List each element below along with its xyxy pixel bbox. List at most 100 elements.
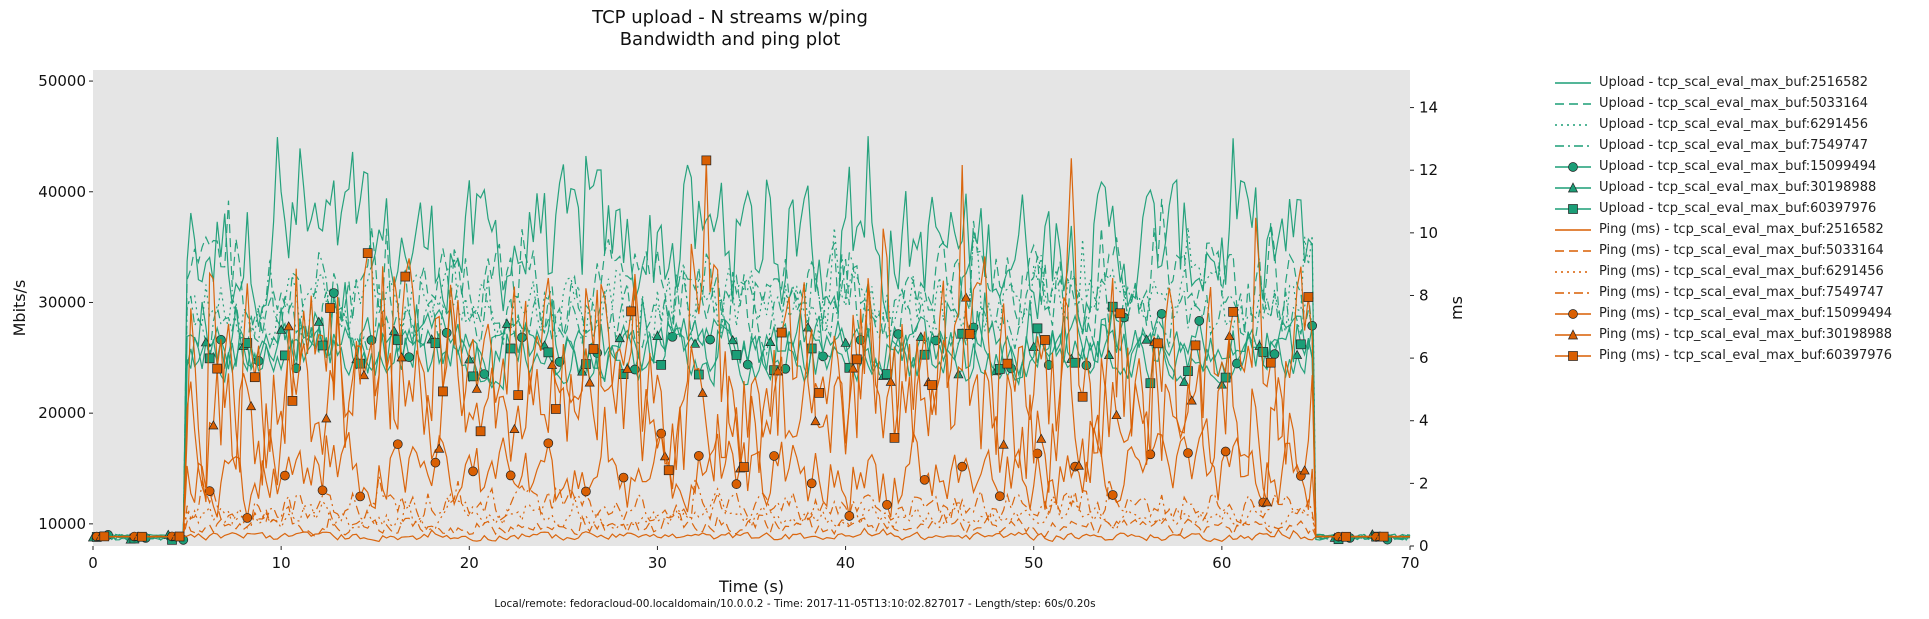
legend-label: Ping (ms) - tcp_scal_eval_max_buf:301989… <box>1599 327 1893 342</box>
series-12-marker-21 <box>844 511 855 521</box>
series-14-marker-14 <box>588 344 599 354</box>
series-13-marker-30 <box>1186 395 1197 405</box>
series-14-marker-20 <box>814 388 825 398</box>
series-14-marker-25 <box>1002 358 1013 369</box>
series-13-marker-28 <box>1111 409 1122 420</box>
legend-label: Upload - tcp_scal_eval_max_buf:7549747 <box>1599 138 1868 153</box>
series-13-marker-9 <box>396 352 407 362</box>
series-5-marker-32 <box>1269 349 1280 359</box>
y-left-tick-label: 40000 <box>38 183 86 201</box>
series-13-marker-32 <box>1261 497 1273 507</box>
series-13-marker-12 <box>509 423 520 433</box>
legend-swatch <box>1555 123 1591 126</box>
series-6-marker-18 <box>727 334 738 345</box>
series-6-marker-21 <box>840 337 851 347</box>
series-13-marker-8 <box>358 370 370 380</box>
series-12-marker-15 <box>618 472 629 483</box>
series-13-marker-5 <box>245 400 257 411</box>
y-right-tick-label: 8 <box>1419 286 1429 304</box>
series-14-marker-4 <box>212 363 223 374</box>
series-7-marker-9 <box>392 335 403 345</box>
series-7-marker-33 <box>1296 339 1306 350</box>
series-5-marker-7 <box>328 288 339 298</box>
series-5-marker-9 <box>404 352 414 363</box>
legend-entry: Ping (ms) - tcp_scal_eval_max_buf:754974… <box>1555 282 1892 303</box>
y-right-tick-label: 6 <box>1419 349 1429 367</box>
series-12-marker-6 <box>280 470 290 481</box>
series-13-marker-17 <box>697 387 708 397</box>
x-tick-label: 0 <box>88 554 98 572</box>
series-6-marker-15 <box>614 332 625 343</box>
legend-swatch <box>1555 161 1591 172</box>
series-5-marker-29 <box>1156 308 1167 319</box>
legend-label: Upload - tcp_scal_eval_max_buf:30198988 <box>1599 180 1877 195</box>
legend-swatch <box>1555 308 1591 319</box>
series-13-marker-10 <box>434 443 445 453</box>
legend-entry: Ping (ms) - tcp_scal_eval_max_buf:251658… <box>1555 219 1892 240</box>
series-14-marker-28 <box>1115 308 1126 319</box>
series-line-14 <box>92 158 1411 538</box>
series-6-marker-17 <box>689 338 701 348</box>
series-13-marker-7 <box>321 413 332 423</box>
series-13-marker-4 <box>208 420 219 430</box>
legend-entry: Ping (ms) - tcp_scal_eval_max_buf:503316… <box>1555 240 1892 261</box>
series-6-marker-9 <box>388 325 400 335</box>
series-6-marker-11 <box>464 354 475 364</box>
legend-swatch-marker <box>1568 350 1578 361</box>
series-14-marker-31 <box>1228 306 1238 317</box>
y-left-axis-label: Mbits/s <box>10 280 29 337</box>
series-14-marker-21 <box>852 354 862 365</box>
series-7-marker-5 <box>242 338 253 348</box>
series-12-marker-10 <box>430 457 441 468</box>
series-14-marker-8 <box>362 248 373 258</box>
series-14-marker-26 <box>1040 335 1050 345</box>
y-right-tick-label: 14 <box>1419 99 1438 117</box>
legend-swatch <box>1555 102 1591 105</box>
series-13-marker-6 <box>283 321 294 331</box>
legend-label: Upload - tcp_scal_eval_max_buf:2516582 <box>1599 75 1868 90</box>
series-6-marker-30 <box>1179 376 1190 386</box>
series-14-marker-34 <box>1341 531 1351 542</box>
legend-entry: Upload - tcp_scal_eval_max_buf:7549747 <box>1555 135 1892 156</box>
series-12-marker-9 <box>392 439 403 450</box>
series-12-marker-25 <box>994 491 1005 502</box>
series-6-marker-23 <box>915 331 926 341</box>
series-14-marker-3 <box>174 531 185 542</box>
legend-entry: Ping (ms) - tcp_scal_eval_max_buf:301989… <box>1555 324 1892 345</box>
series-7-marker-25 <box>994 364 1005 374</box>
legend-swatch <box>1555 291 1591 294</box>
series-13-marker-15 <box>622 363 633 373</box>
series-14-marker-30 <box>1190 340 1201 351</box>
series-14-marker-10 <box>438 386 448 397</box>
series-14-marker-32 <box>1265 357 1276 368</box>
legend-entry: Ping (ms) - tcp_scal_eval_max_buf:629145… <box>1555 261 1892 282</box>
footer-info: Local/remote: fedoracloud-00.localdomain… <box>494 598 1096 610</box>
series-12-marker-20 <box>806 478 817 489</box>
series-line-11 <box>92 475 1411 538</box>
series-14-marker-11 <box>475 426 486 437</box>
series-13-marker-26 <box>1036 433 1047 443</box>
series-line-6 <box>92 299 1411 541</box>
series-12-marker-23 <box>919 474 930 485</box>
series-14-marker-5 <box>249 372 260 383</box>
series-7-marker-7 <box>317 340 328 351</box>
series-6-marker-33 <box>1292 349 1303 359</box>
legend-entry: Ping (ms) - tcp_scal_eval_max_buf:150994… <box>1555 303 1892 324</box>
series-12-marker-11 <box>468 466 478 477</box>
series-line-5 <box>92 262 1411 542</box>
series-12-marker-18 <box>731 479 742 489</box>
series-14-marker-2 <box>137 531 147 542</box>
y-right-tick-label: 2 <box>1419 474 1429 492</box>
legend-label: Ping (ms) - tcp_scal_eval_max_buf:754974… <box>1599 285 1884 300</box>
series-6-marker-26 <box>1028 341 1039 351</box>
series-7-marker-14 <box>581 359 591 369</box>
series-line-4 <box>92 252 1411 541</box>
legend-label: Upload - tcp_scal_eval_max_buf:15099494 <box>1599 159 1877 174</box>
legend-swatch <box>1555 350 1591 361</box>
series-5-marker-33 <box>1307 320 1318 331</box>
series-12-marker-31 <box>1220 446 1231 457</box>
series-14-marker-15 <box>626 306 636 317</box>
series-14-marker-13 <box>550 404 561 414</box>
series-14-marker-6 <box>287 396 298 406</box>
x-tick-label: 40 <box>836 554 855 572</box>
